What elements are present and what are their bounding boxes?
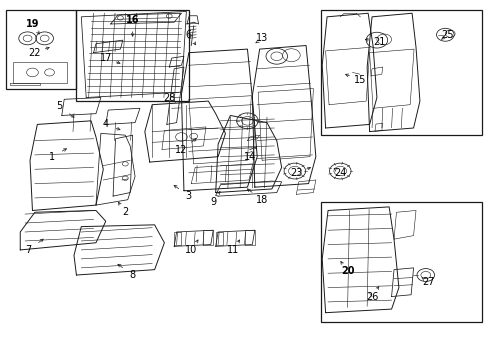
Text: 8: 8 [129,270,136,280]
Text: 18: 18 [256,195,268,205]
Text: 19: 19 [25,19,39,29]
Text: 10: 10 [185,245,197,255]
Text: 4: 4 [103,120,109,129]
Text: 12: 12 [175,144,188,154]
Text: 14: 14 [244,152,256,162]
Text: 6: 6 [186,30,192,40]
Text: 27: 27 [422,277,435,287]
Text: 25: 25 [441,30,454,40]
Text: 2: 2 [122,207,128,217]
Text: 23: 23 [290,168,302,178]
Text: 20: 20 [341,266,354,276]
Bar [76,10,189,101]
Text: 3: 3 [186,191,192,201]
Text: 7: 7 [25,245,32,255]
Bar [321,202,482,321]
Text: 24: 24 [334,168,346,178]
Text: 17: 17 [99,53,112,63]
Text: 9: 9 [210,197,216,207]
Text: 1: 1 [49,152,55,162]
Text: 16: 16 [126,15,139,26]
Text: 11: 11 [227,245,239,255]
Text: 21: 21 [373,37,386,47]
Bar [321,10,482,135]
Bar [5,10,76,89]
Text: 26: 26 [366,292,378,302]
Text: 15: 15 [354,75,366,85]
Text: 22: 22 [28,48,41,58]
Text: 13: 13 [256,33,268,43]
Text: 28: 28 [163,93,175,103]
Text: 5: 5 [56,102,62,112]
